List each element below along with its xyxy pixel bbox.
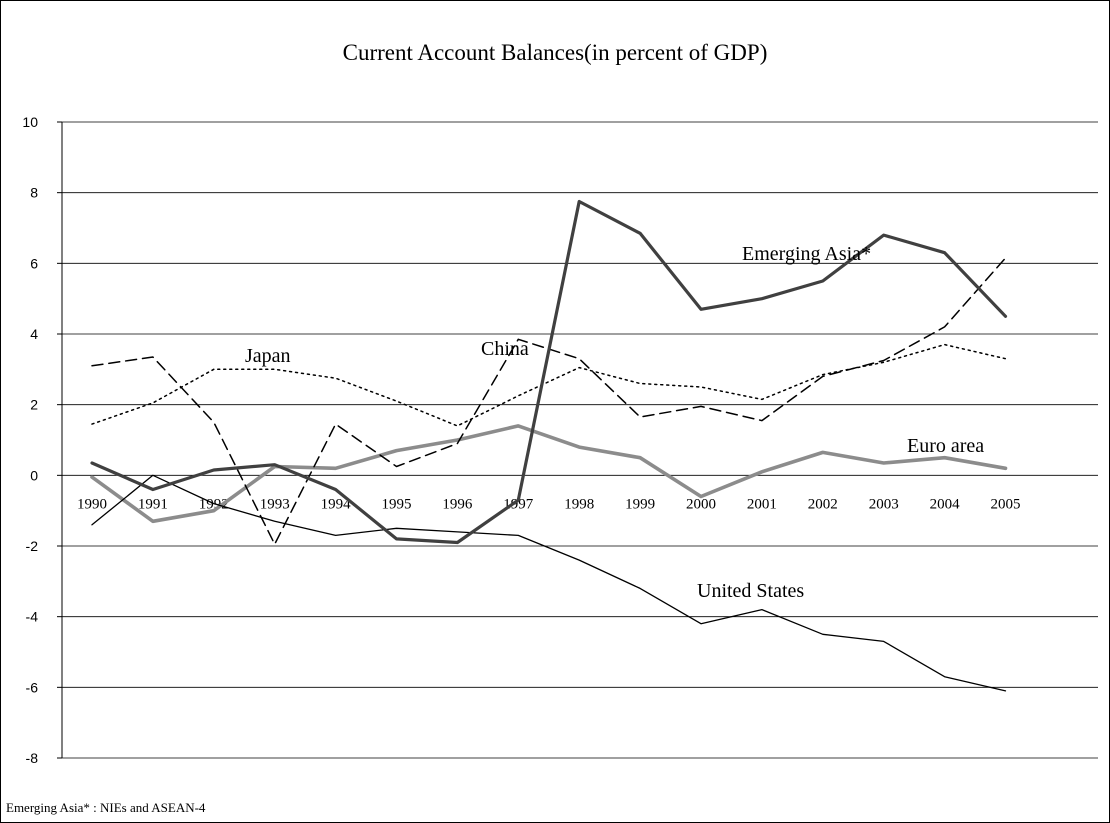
y-tick-label: -2 xyxy=(26,538,39,554)
x-tick-label: 1997 xyxy=(503,496,534,512)
x-tick-label: 2005 xyxy=(991,496,1021,512)
series-line-japan xyxy=(91,343,1007,427)
y-axis-ticks: 10 8 6 4 2 0 -2 -4 -6 -8 xyxy=(22,114,38,766)
y-tick-label: 0 xyxy=(30,467,38,483)
series-lines xyxy=(90,199,1008,692)
gridlines xyxy=(57,121,1098,759)
footnote: Emerging Asia* : NIEs and ASEAN-4 xyxy=(6,800,206,815)
series-label: Emerging Asia* xyxy=(742,243,871,265)
series-line-euro-area xyxy=(90,424,1008,524)
series-line-united-states xyxy=(91,474,1007,692)
x-tick-label: 1995 xyxy=(382,496,412,512)
x-tick-label: 1994 xyxy=(321,496,352,512)
x-tick-label: 2004 xyxy=(930,496,961,512)
y-tick-label: -4 xyxy=(26,609,39,625)
y-tick-label: -6 xyxy=(26,679,39,695)
x-tick-label: 2002 xyxy=(808,496,838,512)
x-tick-label: 1991 xyxy=(138,496,168,512)
series-label: United States xyxy=(697,580,804,602)
y-tick-label: 10 xyxy=(22,114,38,130)
chart-title: Current Account Balances(in percent of G… xyxy=(342,40,768,65)
series-labels: Emerging Asia* China Japan Euro area United … xyxy=(245,243,984,602)
x-tick-label: 1990 xyxy=(77,496,107,512)
y-tick-label: 8 xyxy=(30,185,38,201)
x-tick-label: 2000 xyxy=(686,496,716,512)
x-tick-label: 1996 xyxy=(442,496,473,512)
series-line-emerging-asia xyxy=(90,199,1008,545)
y-tick-label: 2 xyxy=(30,397,38,413)
series-label: Japan xyxy=(245,345,291,367)
x-tick-label: 2003 xyxy=(869,496,899,512)
x-tick-label: 2001 xyxy=(747,496,777,512)
series-label: China xyxy=(481,338,529,360)
x-tick-label: 1993 xyxy=(260,496,290,512)
x-tick-label: 1998 xyxy=(564,496,594,512)
y-tick-label: -8 xyxy=(26,750,39,766)
x-tick-label: 1999 xyxy=(625,496,655,512)
y-tick-label: 4 xyxy=(30,326,38,342)
x-axis-ticks: 1990 1991 1992 1993 1994 1995 1996 1997 1998 1999… xyxy=(77,496,1021,512)
y-tick-label: 6 xyxy=(30,255,38,271)
series-label: Euro area xyxy=(907,435,984,457)
